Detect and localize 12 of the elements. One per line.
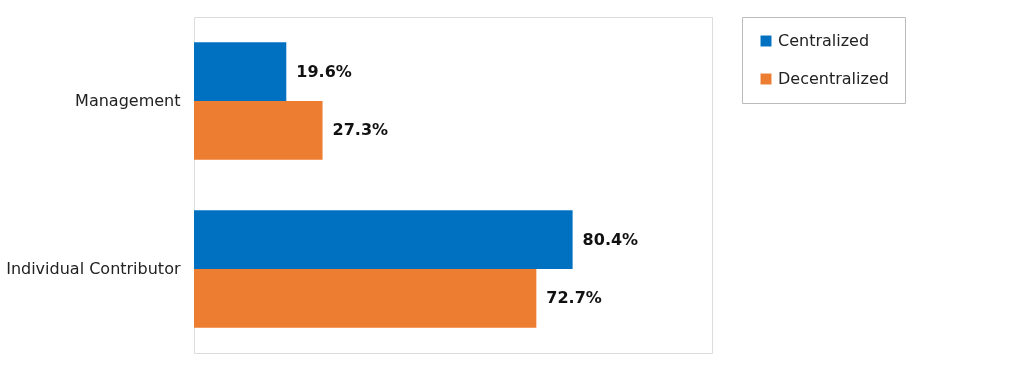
data-label: 27.3% [332,120,389,140]
y-tick-label: Management [75,91,181,110]
y-tick-label: Individual Contributor [6,259,181,278]
legend-label: Centralized [778,31,870,50]
bar [194,269,537,328]
bar [194,101,323,160]
data-label: 19.6% [296,61,352,81]
bar [194,210,573,269]
bar [194,42,287,101]
data-label: 80.4% [582,229,639,249]
legend-label: Decentralized [778,69,889,88]
data-label: 72.7% [546,288,602,308]
